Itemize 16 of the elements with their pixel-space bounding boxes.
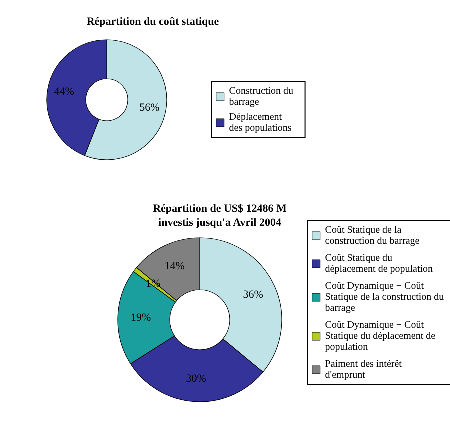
chart-title: Répartition du coût statique <box>86 16 220 28</box>
legend-label: Coût Statique de la construction du barrage <box>325 225 420 247</box>
data-label: 19% <box>130 312 152 324</box>
data-label: 14% <box>164 260 185 273</box>
legend-label: Déplacement des populations <box>229 112 292 134</box>
data-label: 36% <box>243 288 264 301</box>
data-label: 30% <box>186 372 206 385</box>
legend-label: Coût Dynamique − Coût Statique du déplacement de population <box>325 320 438 353</box>
legend-label: Coût Statique du déplacement de population <box>325 253 434 275</box>
legend-label: Paiment des intérêt d'emprunt <box>325 359 404 381</box>
chart-title: Répartition de US$ 12486 M investis jusqu'a Avril 2004 <box>153 203 288 229</box>
data-label: 1% <box>146 278 161 290</box>
legend-label: Coût Dynamique − Coût Statique de la construction du barrage <box>325 281 447 314</box>
data-label: 56% <box>140 102 160 114</box>
data-label: 44% <box>54 86 74 98</box>
legend-label: Construction du barrage <box>229 86 296 108</box>
